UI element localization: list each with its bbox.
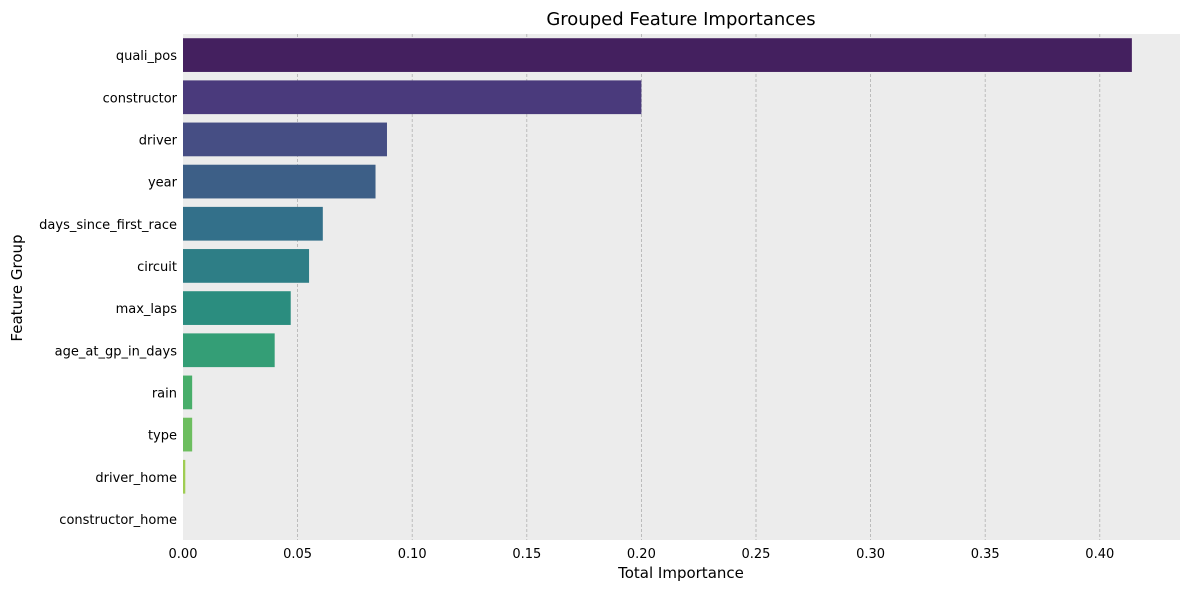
bar-rain (183, 375, 193, 410)
y-tick-label: quali_pos (116, 49, 177, 64)
bar-driver-home (183, 459, 186, 494)
bar-year (183, 164, 376, 199)
y-tick-label: rain (152, 386, 177, 401)
x-tick-label: 0.10 (398, 547, 427, 562)
bar-circuit (183, 249, 310, 283)
plot-background (183, 34, 1180, 540)
bar-max-laps (183, 291, 291, 325)
y-tick-label: type (148, 429, 177, 444)
bar-age-at-gp-in-days (183, 333, 275, 368)
x-tick-label: 0.30 (856, 547, 885, 562)
y-tick-label: constructor (103, 91, 178, 106)
x-tick-label: 0.15 (512, 547, 541, 562)
y-tick-label: days_since_first_race (39, 218, 177, 233)
bar-constructor (183, 80, 642, 115)
bar-days-since-first-race (183, 206, 323, 241)
x-axis-label: Total Importance (617, 564, 744, 582)
x-tick-label: 0.00 (169, 547, 198, 562)
y-axis-label: Feature Group (8, 234, 26, 341)
chart-title: Grouped Feature Importances (546, 9, 815, 30)
x-tick-labels: 0.00 0.05 0.10 0.15 0.20 0.25 0.30 0.35 0.40 (169, 547, 1115, 562)
bars (183, 38, 1132, 494)
x-tick-label: 0.35 (971, 547, 1000, 562)
y-tick-label: driver_home (95, 471, 177, 486)
x-tick-label: 0.40 (1085, 547, 1114, 562)
bar-type (183, 417, 193, 452)
x-tick-label: 0.05 (283, 547, 312, 562)
y-tick-label: constructor_home (59, 513, 177, 528)
y-tick-label: circuit (137, 260, 177, 275)
y-tick-label: driver (139, 133, 178, 148)
x-tick-label: 0.20 (627, 547, 656, 562)
bar-quali-pos (183, 38, 1132, 72)
bar-driver (183, 122, 387, 157)
y-tick-label: age_at_gp_in_days (55, 344, 178, 359)
y-tick-label: max_laps (116, 302, 178, 317)
x-tick-label: 0.25 (742, 547, 771, 562)
y-tick-labels: quali_pos constructor driver year days_since… (39, 49, 177, 528)
gridlines (297, 34, 1101, 540)
y-tick-label: year (148, 176, 178, 191)
